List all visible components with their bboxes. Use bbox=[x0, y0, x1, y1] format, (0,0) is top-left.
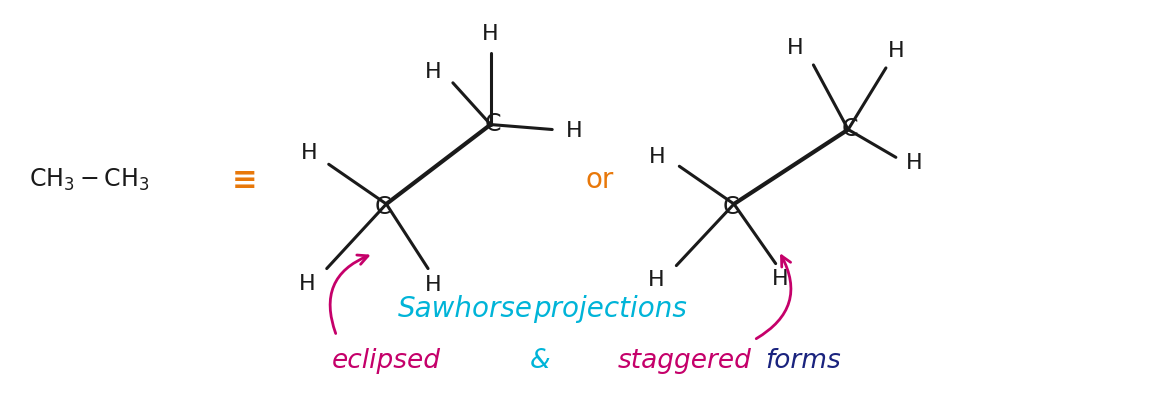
Text: H: H bbox=[772, 269, 789, 289]
Text: C: C bbox=[842, 116, 858, 140]
Text: H: H bbox=[906, 153, 922, 173]
Text: eclipsed: eclipsed bbox=[331, 347, 441, 373]
Text: H: H bbox=[787, 38, 804, 58]
Text: H: H bbox=[565, 120, 583, 140]
Text: H: H bbox=[299, 274, 315, 294]
Text: H: H bbox=[649, 147, 665, 167]
Text: H: H bbox=[648, 270, 665, 290]
Text: forms: forms bbox=[765, 347, 841, 373]
Text: projections: projections bbox=[533, 294, 686, 323]
Text: H: H bbox=[887, 41, 904, 61]
Text: C: C bbox=[484, 111, 501, 135]
Text: staggered: staggered bbox=[618, 347, 751, 373]
Text: $\mathregular{CH_3-CH_3}$: $\mathregular{CH_3-CH_3}$ bbox=[29, 166, 149, 193]
Text: Sawhorse: Sawhorse bbox=[398, 294, 534, 323]
Text: or: or bbox=[586, 166, 614, 194]
Text: H: H bbox=[424, 275, 441, 295]
Text: C: C bbox=[722, 195, 740, 218]
Text: H: H bbox=[483, 24, 499, 44]
Text: C: C bbox=[376, 195, 392, 218]
Text: H: H bbox=[424, 62, 441, 82]
Text: H: H bbox=[300, 143, 317, 163]
Text: ≡: ≡ bbox=[231, 165, 257, 194]
Text: &: & bbox=[530, 347, 550, 373]
